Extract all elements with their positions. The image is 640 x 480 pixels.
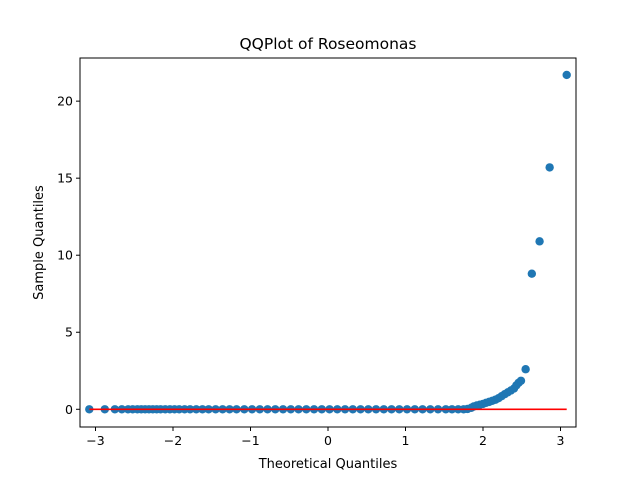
x-axis: −3 −2 −1 0 1 2 3: [86, 427, 564, 448]
y-axis-label: Sample Quantiles: [32, 185, 47, 300]
y-tick-label: 5: [65, 325, 73, 340]
data-point: [527, 269, 537, 278]
data-point: [521, 365, 530, 374]
data-point: [535, 237, 544, 246]
y-tick-label: 10: [57, 248, 73, 263]
y-tick-label: 20: [57, 94, 73, 109]
chart-title: QQPlot of Roseomonas: [239, 35, 416, 53]
data-point: [516, 376, 526, 385]
y-tick-label: 0: [65, 402, 73, 417]
x-tick-label: 2: [479, 433, 487, 448]
x-tick-label: −1: [241, 433, 259, 448]
x-tick-label: 1: [402, 433, 410, 448]
x-tick-label: −3: [86, 433, 104, 448]
data-point: [545, 163, 554, 172]
axes-frame: [79, 57, 577, 428]
x-axis-label: Theoretical Quantiles: [258, 457, 398, 472]
plot-area: [85, 70, 571, 414]
x-tick-label: 0: [324, 433, 332, 448]
data-point: [562, 70, 571, 80]
x-tick-label: 3: [557, 433, 565, 448]
y-axis: 0 5 10 15 20: [57, 94, 80, 417]
x-tick-label: −2: [164, 433, 182, 448]
y-tick-label: 15: [57, 171, 73, 186]
